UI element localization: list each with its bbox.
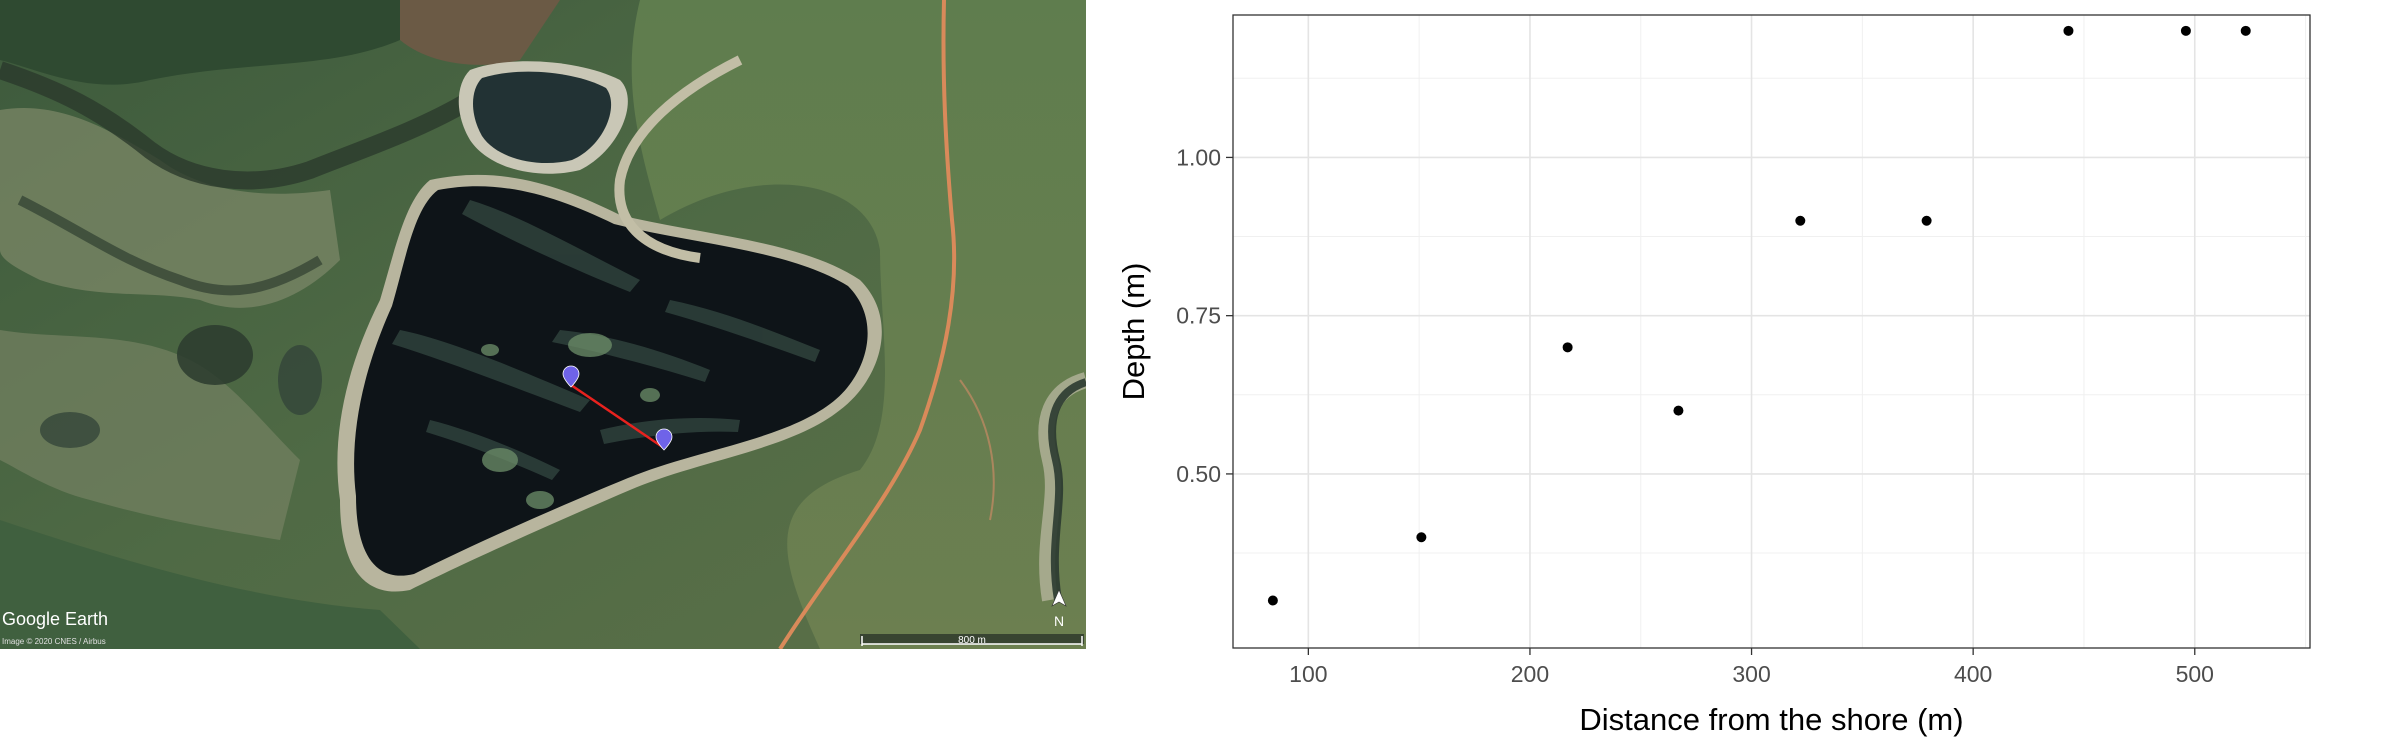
data-point [1416, 532, 1427, 543]
axis-ticks: 100 200 300 400 500 0.50 0.75 1.00 [1176, 144, 2214, 687]
location-pin-icon [562, 365, 580, 388]
imagery-credit: Image © 2020 CNES / Airbus [2, 637, 106, 646]
scale-bar-label: 800 m [958, 635, 986, 646]
y-axis-title: Depth (m) [1116, 263, 1151, 401]
data-point [2180, 25, 2191, 36]
location-pin-icon [655, 428, 673, 451]
data-point [2240, 25, 2251, 36]
x-tick-label: 100 [1289, 661, 1327, 687]
y-tick-label: 0.75 [1176, 303, 1221, 329]
x-tick-label: 300 [1732, 661, 1770, 687]
north-arrow-icon [1051, 589, 1067, 607]
google-earth-attribution: Google Earth [2, 609, 108, 629]
data-point [1562, 342, 1573, 353]
north-label: N [1054, 613, 1064, 629]
plot-panel [1233, 15, 2310, 648]
y-tick-label: 1.00 [1176, 144, 1221, 170]
x-tick-label: 400 [1954, 661, 1992, 687]
data-point [1673, 405, 1684, 416]
data-point [1795, 215, 1806, 226]
data-point [1267, 595, 1278, 606]
x-tick-label: 200 [1511, 661, 1549, 687]
x-axis-title: Distance from the shore (m) [1579, 702, 1963, 737]
depth-scatter-chart: 100 200 300 400 500 0.50 0.75 1.00 Distance fro… [1086, 0, 2384, 747]
data-point [1921, 215, 1932, 226]
x-tick-label: 500 [2176, 661, 2214, 687]
satellite-image: Google Earth Image © 2020 CNES / Airbus … [0, 0, 1086, 649]
data-points [1267, 25, 2251, 606]
y-tick-label: 0.50 [1176, 461, 1221, 487]
grid-lines [1233, 15, 2310, 648]
plot-border [1232, 14, 2311, 649]
transect-line [570, 383, 665, 450]
data-point [2063, 25, 2074, 36]
